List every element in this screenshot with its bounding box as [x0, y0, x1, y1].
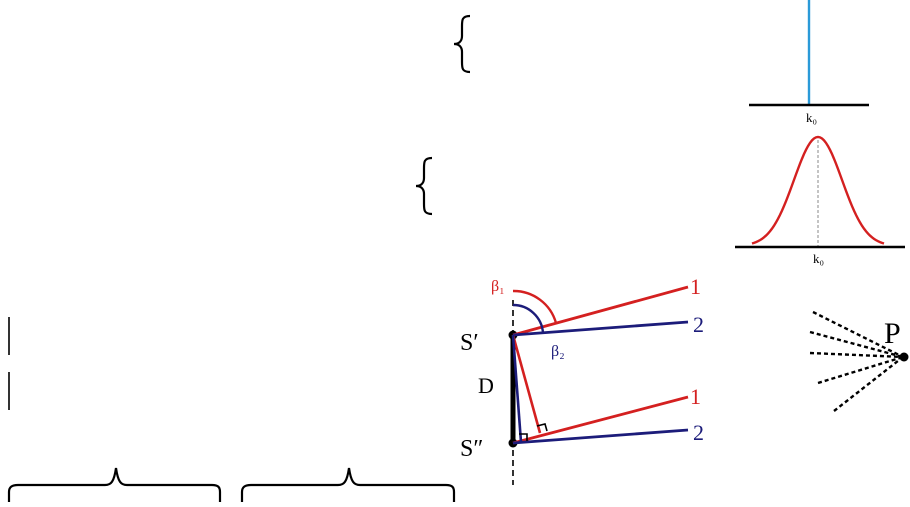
curly-brace-top [453, 14, 471, 74]
bottom-brace-right [240, 467, 456, 502]
curly-brace-middle [415, 156, 433, 216]
ray-1-lower-label: 1 [690, 384, 701, 409]
separation-d-label: D [478, 373, 494, 398]
angle-beta-1-label: β₁ [491, 278, 505, 295]
perpendicular-drop-1 [511, 334, 542, 434]
point-source-rays [809, 310, 904, 412]
ray-2-upper-label: 2 [693, 312, 704, 337]
bottom-brace-left [7, 467, 222, 502]
ray-2-lower-label: 2 [693, 420, 704, 445]
point-p-label: P [884, 317, 901, 350]
delta-peak-label: k₀ [806, 110, 817, 125]
angle-arc-beta-2 [512, 303, 545, 334]
ray-1-lower [512, 395, 689, 445]
gaussian-peak-label: k₀ [813, 251, 824, 266]
ray-2-lower [512, 428, 689, 445]
right-angle-marker-2 [519, 433, 528, 441]
source-s-double-prime-label: S″ [460, 436, 483, 462]
point-p-dot [899, 352, 909, 362]
source-s-prime-label: S′ [460, 330, 479, 356]
gaussian-spectrum-curve [751, 135, 885, 245]
ray-1-upper-label: 1 [690, 274, 701, 299]
perpendicular-drop-2 [511, 334, 523, 443]
angle-beta-2-label: β₂ [551, 343, 565, 360]
right-angle-marker-1 [536, 423, 548, 432]
angle-arc-beta-1 [512, 289, 558, 324]
